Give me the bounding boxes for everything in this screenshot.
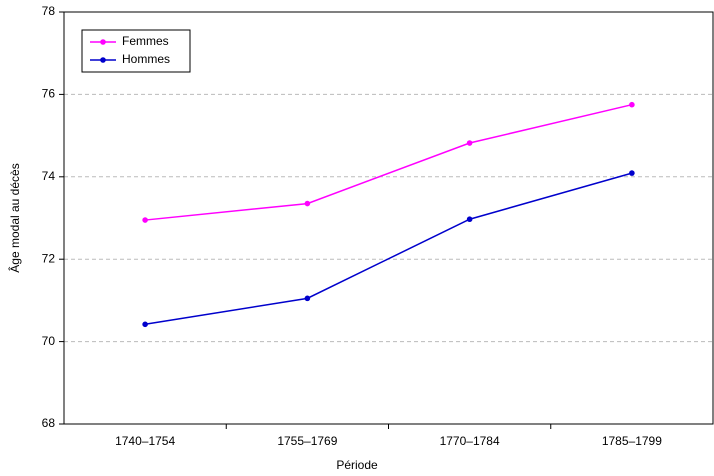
y-axis-label: Âge modal au décès	[7, 163, 22, 272]
y-tick-label: 78	[42, 4, 56, 18]
y-tick-label: 76	[42, 87, 56, 101]
line	[145, 103, 633, 221]
x-tick-label: 1770–1784	[440, 434, 500, 448]
point	[304, 200, 311, 207]
point	[466, 216, 473, 223]
y-tick-label: 70	[42, 334, 56, 348]
legend-label: Femmes	[122, 34, 169, 48]
point	[466, 140, 473, 146]
y-tick-label: 72	[42, 251, 56, 265]
x-tick-label: 1740–1754	[115, 434, 175, 448]
legend-box	[81, 29, 191, 73]
legend-marker	[100, 39, 106, 45]
y-tick-label: 68	[42, 416, 56, 430]
line	[145, 172, 633, 326]
x-tick-label: 1785–1799	[602, 434, 662, 448]
y-tick-label: 74	[42, 169, 56, 183]
point	[304, 295, 311, 302]
point	[142, 321, 148, 328]
x-tick-label: 1755–1769	[277, 434, 337, 448]
legend-marker	[100, 57, 106, 63]
x-axis-label: Période	[336, 458, 378, 472]
point	[142, 217, 148, 223]
point	[629, 101, 635, 108]
point	[629, 170, 635, 176]
legend-label: Hommes	[122, 52, 170, 66]
